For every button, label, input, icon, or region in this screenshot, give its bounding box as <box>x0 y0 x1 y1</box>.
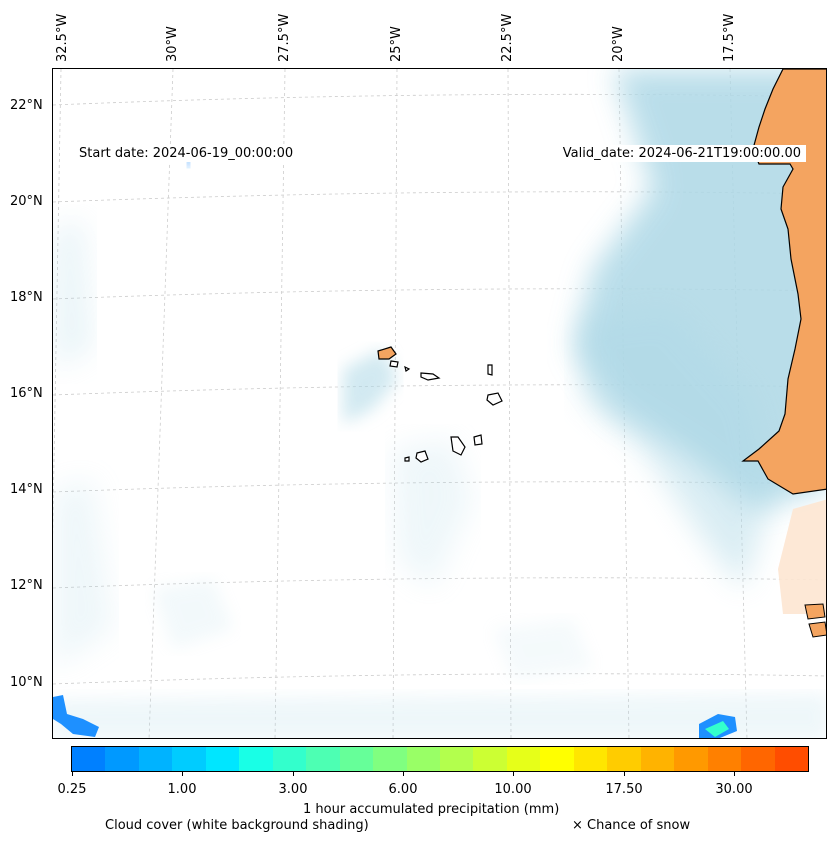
lon-label-32-5w: 32.5°W <box>55 13 70 62</box>
lat-label-10n: 10°N <box>10 675 43 690</box>
lat-label-14n: 14°N <box>10 482 43 497</box>
colorbar-swatch <box>72 747 106 771</box>
colorbar-tick-mark <box>293 772 294 776</box>
colorbar-swatch <box>306 747 340 771</box>
lat-label-20n: 20°N <box>10 194 43 209</box>
precipitation-colorbar <box>71 746 809 772</box>
colorbar-tick-10-00: 10.00 <box>494 782 532 797</box>
colorbar-tick-1-00: 1.00 <box>167 782 197 797</box>
lat-label-18n: 18°N <box>10 290 43 305</box>
colorbar-tick-mark <box>734 772 735 776</box>
lon-label-22-5w: 22.5°W <box>500 13 515 62</box>
colorbar-swatch <box>406 747 440 771</box>
colorbar-swatch <box>105 747 139 771</box>
colorbar-swatch <box>272 747 307 771</box>
colorbar-swatch <box>741 747 775 771</box>
cloud-cover-shading <box>53 69 826 738</box>
colorbar-swatch <box>373 747 407 771</box>
colorbar-swatch <box>774 747 808 771</box>
coast-islets <box>804 603 826 638</box>
lon-label-30w: 30°W <box>165 26 180 62</box>
colorbar-tick-17-50: 17.50 <box>605 782 643 797</box>
colorbar-swatch <box>138 747 173 771</box>
colorbar-swatch <box>239 747 273 771</box>
colorbar-swatch <box>172 747 206 771</box>
colorbar-tick-3-00: 3.00 <box>278 782 308 797</box>
lat-label-12n: 12°N <box>10 578 43 593</box>
colorbar-swatch <box>540 747 574 771</box>
precipitation-areas <box>53 155 737 738</box>
map-panel[interactable]: Start date: 2024-06-19_00:00:00 Valid_da… <box>52 68 827 739</box>
colorbar-swatch <box>439 747 474 771</box>
colorbar-swatch <box>674 747 708 771</box>
colorbar-tick-30-00: 30.00 <box>715 782 753 797</box>
colorbar-swatch <box>339 747 374 771</box>
cape-verde-islands <box>377 346 503 463</box>
colorbar-tick-mark <box>624 772 625 776</box>
colorbar-tick-6-00: 6.00 <box>388 782 418 797</box>
colorbar-swatch <box>573 747 608 771</box>
snow-caption: × Chance of snow <box>572 818 691 833</box>
colorbar-tick-0-25: 0.25 <box>57 782 87 797</box>
colorbar-label: 1 hour accumulated precipitation (mm) <box>303 802 560 817</box>
colorbar-tick-mark <box>403 772 404 776</box>
lat-label-16n: 16°N <box>10 386 43 401</box>
map-canvas <box>53 69 826 738</box>
colorbar-swatch <box>473 747 507 771</box>
valid-date-label: Valid_date: 2024-06-21T19:00:00.00 <box>557 145 806 162</box>
colorbar-swatch <box>640 747 675 771</box>
lon-label-25w: 25°W <box>389 26 404 62</box>
colorbar-swatch <box>707 747 742 771</box>
cloud-cover-caption: Cloud cover (white background shading) <box>105 818 369 833</box>
coast-lower-shading <box>778 499 826 614</box>
colorbar-tick-mark <box>513 772 514 776</box>
colorbar-tick-mark <box>72 772 73 776</box>
lon-label-20w: 20°W <box>611 26 626 62</box>
colorbar-swatch <box>506 747 541 771</box>
start-date-label: Start date: 2024-06-19_00:00:00 <box>74 145 299 162</box>
lon-label-27-5w: 27.5°W <box>277 13 292 62</box>
colorbar-swatch <box>607 747 641 771</box>
lat-label-22n: 22°N <box>10 98 43 113</box>
colorbar-tick-mark <box>182 772 183 776</box>
colorbar-swatch <box>205 747 240 771</box>
lon-label-17-5w: 17.5°W <box>722 13 737 62</box>
